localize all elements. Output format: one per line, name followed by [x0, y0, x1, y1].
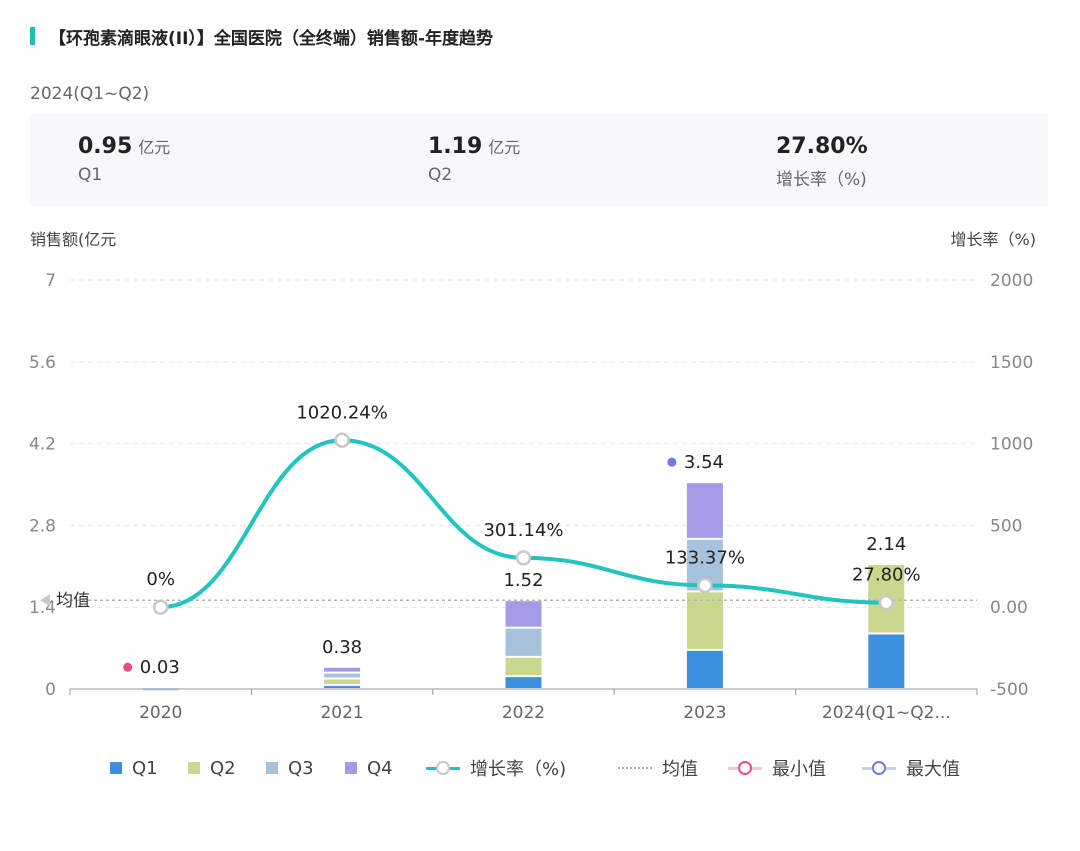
bar-q4 [142, 688, 179, 689]
growth-point [152, 599, 169, 615]
left-tick-label: 0 [45, 680, 56, 700]
growth-label: 133.37% [665, 547, 745, 568]
legend-q3-label: Q3 [288, 757, 314, 779]
left-tick-label: 5.6 [29, 353, 56, 373]
bar-q4 [505, 601, 542, 627]
period-label: 2024(Q1~Q2) [30, 84, 150, 104]
summary-q1: 0.95 亿元 Q1 [78, 134, 170, 185]
right-axis-title: 增长率（%) [950, 230, 1036, 249]
right-tick-label: 500 [990, 516, 1022, 536]
bar-q1 [142, 689, 179, 691]
growth-line [158, 438, 889, 610]
page-title: 【环孢素滴眼液(II）】全国医院（全终端）销售额-年度趋势 [49, 28, 493, 49]
legend-max[interactable]: 最大值 [862, 754, 960, 782]
growth-point [334, 432, 350, 449]
x-tick-label: 2024(Q1~Q2... [822, 703, 951, 723]
summary-q2-label: Q2 [428, 165, 453, 185]
legend-q4-swatch [345, 762, 357, 774]
legend-average-label: 均值 [662, 759, 698, 780]
bar-q2 [505, 657, 542, 676]
total-label: 0.38 [322, 637, 362, 658]
x-tick-label: 2021 [320, 703, 363, 723]
bar-q1 [324, 685, 361, 688]
bar-q3 [324, 673, 361, 678]
average-arrow [40, 594, 50, 607]
legend-average[interactable]: 均值 [618, 754, 698, 782]
legend-q1-swatch [110, 762, 122, 774]
legend-min[interactable]: 最小值 [728, 754, 826, 782]
title-row: 【环孢素滴眼液(II）】全国医院（全终端）销售额-年度趋势 [30, 24, 493, 49]
summary-q1-label: Q1 [78, 165, 103, 185]
max-marker [667, 457, 677, 467]
legend-min-label: 最小值 [772, 759, 826, 780]
summary-growth-value: 27.80% [776, 134, 868, 159]
bar-q2 [142, 689, 179, 690]
x-tick-label: 2022 [502, 703, 545, 723]
bar-q2 [686, 592, 723, 649]
total-label: 1.52 [503, 570, 543, 591]
right-tick-label: 2000 [990, 271, 1033, 291]
legend-max-marker [862, 761, 896, 775]
summary-growth-label: 增长率（%) [776, 170, 867, 190]
right-tick-label: 0.00 [990, 598, 1028, 618]
summary-q1-unit: 亿元 [138, 138, 171, 157]
summary-q2: 1.19 亿元 Q2 [428, 134, 520, 185]
total-label: 2.14 [866, 534, 906, 555]
right-tick-label: 1000 [990, 435, 1033, 455]
left-tick-label: 4.2 [29, 435, 56, 455]
legend-growth-marker [426, 761, 460, 775]
bar-q1 [868, 634, 905, 688]
summary-panel: 0.95 亿元 Q1 1.19 亿元 Q2 27.80% 增长率（%) [30, 114, 1048, 206]
legend-q4[interactable]: Q4 [345, 754, 393, 782]
summary-q1-value: 0.95 [78, 134, 133, 159]
growth-label: 301.14% [483, 520, 563, 541]
right-tick-label: 1500 [990, 353, 1033, 373]
bar-q1 [505, 677, 542, 688]
summary-q2-unit: 亿元 [488, 138, 521, 157]
summary-growth: 27.80% 增长率（%) [776, 134, 868, 190]
summary-q2-value: 1.19 [428, 134, 483, 159]
growth-label: 1020.24% [296, 402, 388, 423]
legend-q4-label: Q4 [367, 757, 393, 779]
legend-growth[interactable]: 增长率（%) [426, 754, 566, 782]
legend-max-label: 最大值 [906, 759, 960, 780]
legend-q2[interactable]: Q2 [188, 754, 236, 782]
growth-point [515, 550, 532, 566]
growth-point [697, 577, 713, 594]
bar-q3 [142, 688, 179, 690]
right-tick-label: -500 [990, 680, 1029, 700]
left-axis-title: 销售额(亿元 [30, 230, 117, 249]
x-tick-label: 2023 [683, 703, 726, 723]
legend-q3[interactable]: Q3 [266, 754, 314, 782]
growth-label: 27.80% [852, 565, 921, 586]
growth-label: 0% [146, 569, 175, 590]
min-marker [123, 662, 133, 672]
bar-q2 [324, 679, 361, 684]
legend-q2-swatch [188, 762, 200, 774]
title-accent-bar [30, 27, 35, 45]
legend-q2-label: Q2 [210, 757, 236, 779]
bar-q1 [686, 650, 723, 688]
legend-q1-label: Q1 [132, 757, 158, 779]
chart-legend: Q1 Q2 Q3 Q4 增长率（%) 均值 最小值 最大值 [0, 754, 1080, 782]
legend-min-marker [728, 761, 762, 775]
left-tick-label: 7 [45, 271, 56, 291]
average-label: 均值 [56, 591, 90, 611]
legend-average-marker [618, 767, 652, 769]
total-label: 0.03 [140, 657, 180, 678]
legend-growth-label: 增长率（%) [470, 759, 567, 780]
bar-q4 [324, 667, 361, 672]
x-tick-label: 2020 [139, 703, 182, 723]
total-label: 3.54 [684, 452, 724, 473]
growth-point [878, 594, 895, 611]
bar-q3 [505, 628, 542, 656]
bar-q4 [686, 483, 723, 538]
legend-q3-swatch [266, 762, 278, 774]
legend-q1[interactable]: Q1 [110, 754, 158, 782]
left-tick-label: 2.8 [29, 516, 56, 536]
